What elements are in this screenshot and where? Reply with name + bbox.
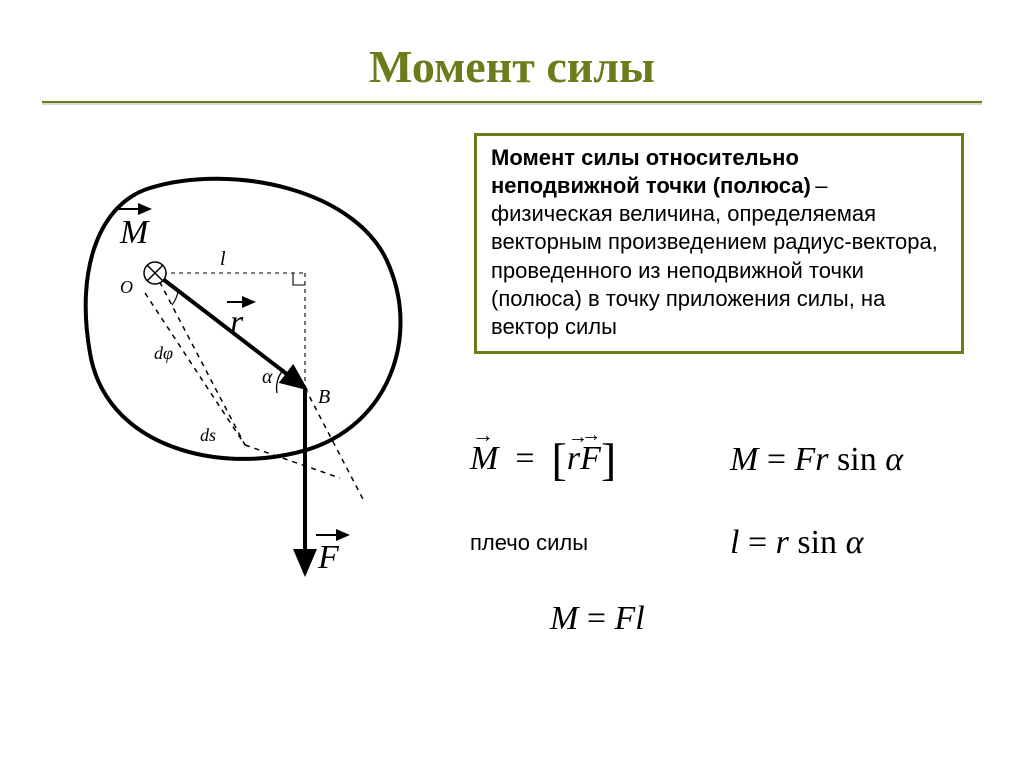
definition-head: Момент силы относительно неподвижной точ… [491,145,811,198]
content-area: M O l r dφ α B ds F Момент силы относите… [40,103,984,743]
label-O: O [120,277,133,297]
dphi-arc [172,291,178,305]
label-alpha: α [262,366,273,388]
formulas-block: → M = [ → r → F ] M = Fr sin α [470,433,1024,638]
formula-row-1: → M = [ → r → F ] M = Fr sin α [470,433,1024,486]
formula-row-3: M = Fl [550,600,1024,638]
right-angle-mark [293,273,305,285]
formula-lever-l: l = r sin α [730,524,1010,562]
formula-row-2: плечо силы l = r sin α [470,524,1024,562]
diagram-svg: M O l r dφ α B ds F [60,143,440,603]
torque-diagram: M O l r dφ α B ds F [60,143,440,603]
label-F: F [317,539,340,576]
formula-M-Fl: M = Fl [550,600,645,638]
formula-M-scalar: M = Fr sin α [730,441,1010,479]
dashed-ext-3 [245,445,340,478]
label-l: l [220,248,226,270]
definition-box: Момент силы относительно неподвижной точ… [474,133,964,354]
otimes-icon [144,262,166,284]
slide-title: Момент силы [40,40,984,93]
label-M: M [119,214,150,251]
label-ds: ds [200,425,216,445]
label-dphi: dφ [154,343,173,363]
lever-arm-label: плечо силы [470,530,730,556]
label-B: B [318,386,330,408]
formula-vec-product: → M = [ → r → F ] [470,433,730,486]
label-r: r [230,304,244,341]
